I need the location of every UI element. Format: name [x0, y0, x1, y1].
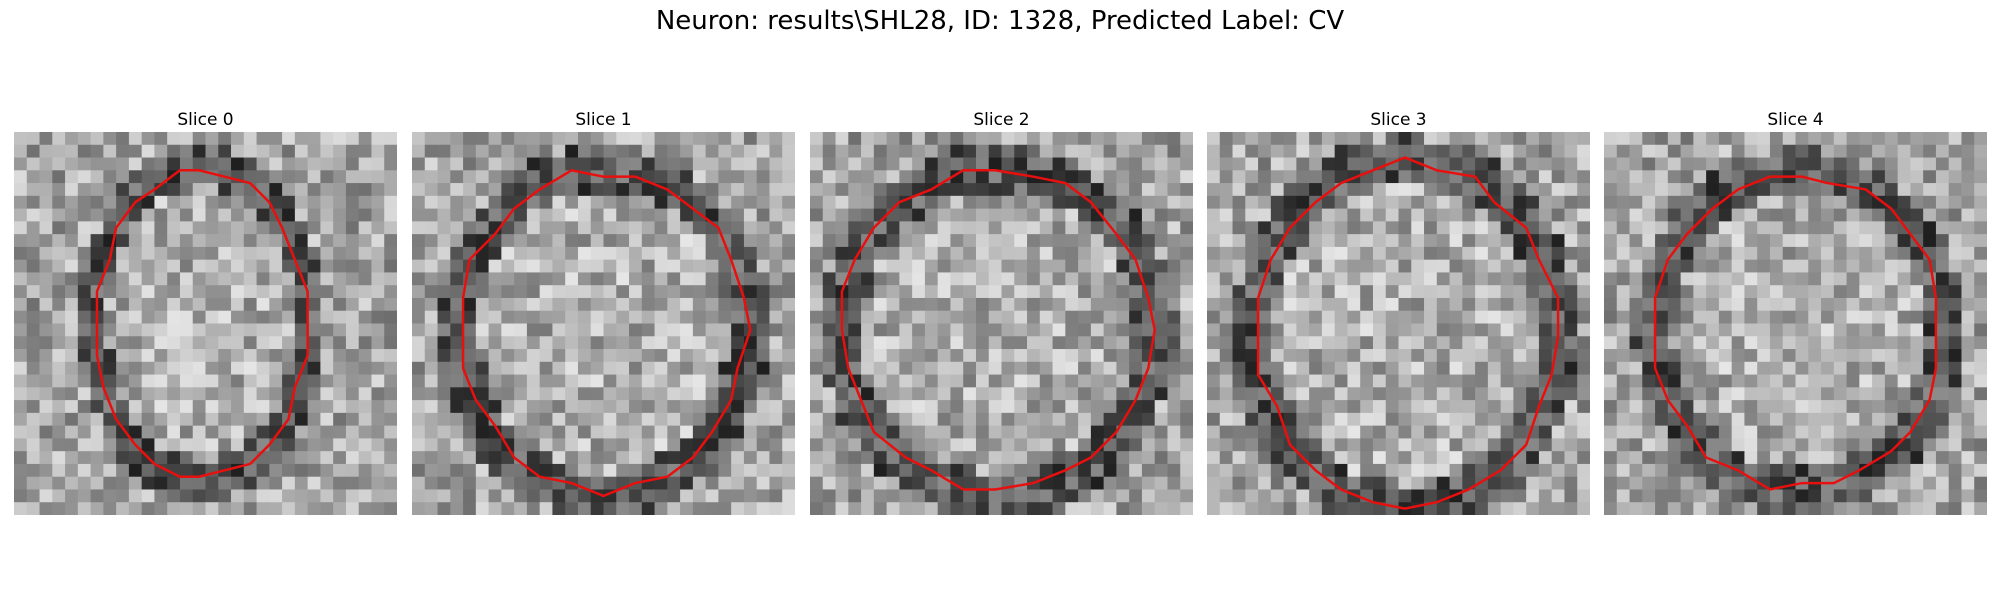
contour-outline-2 — [840, 169, 1156, 491]
slice-image-0 — [14, 132, 397, 515]
slice-image-1 — [412, 132, 795, 515]
slice-panel-1: Slice 1 — [412, 108, 795, 515]
slice-panel-3: Slice 3 — [1207, 108, 1590, 515]
contour-outline-0 — [95, 169, 309, 478]
slice-image-2 — [810, 132, 1193, 515]
slice-panel-4: Slice 4 — [1604, 108, 1987, 515]
contour-outline-4 — [1653, 175, 1938, 491]
slice-image-4 — [1604, 132, 1987, 515]
figure-title: Neuron: results\SHL28, ID: 1328, Predict… — [655, 6, 1345, 36]
slice-panel-2: Slice 2 — [810, 108, 1193, 515]
slice-panel-0: Slice 0 — [14, 108, 397, 515]
slice-image-3 — [1207, 132, 1590, 515]
contour-outline-1 — [461, 168, 752, 498]
slice-title-0: Slice 0 — [177, 110, 234, 130]
slice-title-4: Slice 4 — [1767, 110, 1824, 130]
contour-outline-3 — [1256, 156, 1560, 510]
slice-title-3: Slice 3 — [1370, 110, 1427, 130]
slice-title-2: Slice 2 — [973, 110, 1030, 130]
slice-title-1: Slice 1 — [575, 110, 632, 130]
